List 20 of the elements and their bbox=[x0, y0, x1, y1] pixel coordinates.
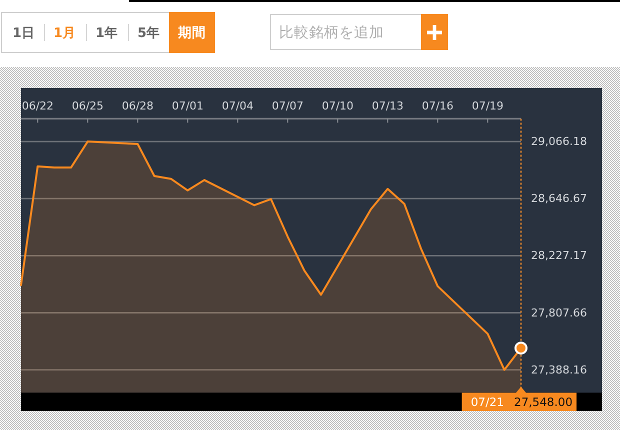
x-tick-label: 06/22 bbox=[22, 100, 54, 113]
x-tick-label: 07/10 bbox=[322, 100, 354, 113]
text-field: 比較銘柄を追加 bbox=[270, 14, 421, 50]
x-tick-label: 06/28 bbox=[122, 100, 154, 113]
x-tick-label: 07/16 bbox=[422, 100, 454, 113]
y-tick-label: 28,227.17 bbox=[531, 249, 587, 262]
button-group: 1日 1月 1年 5年 bbox=[1, 12, 169, 53]
y-tick-label: 28,646.67 bbox=[531, 192, 587, 206]
x-tick-label: 07/13 bbox=[372, 100, 404, 113]
button: 期間 bbox=[169, 12, 215, 53]
y-tick-label: 29,066.18 bbox=[531, 135, 587, 148]
x-tick-label: 06/25 bbox=[72, 100, 104, 113]
x-tick-label: 07/01 bbox=[172, 100, 204, 113]
x-tick-label: 07/07 bbox=[272, 100, 304, 113]
x-tick-label: 07/04 bbox=[222, 100, 254, 113]
y-tick-label: 27,388.16 bbox=[531, 363, 587, 376]
y-tick-label: 27,807.66 bbox=[531, 306, 587, 320]
ref-line-label: 07/21 bbox=[470, 395, 504, 409]
x-tick-label: 07/19 bbox=[472, 100, 504, 113]
text: 27,548.00 bbox=[514, 395, 573, 409]
